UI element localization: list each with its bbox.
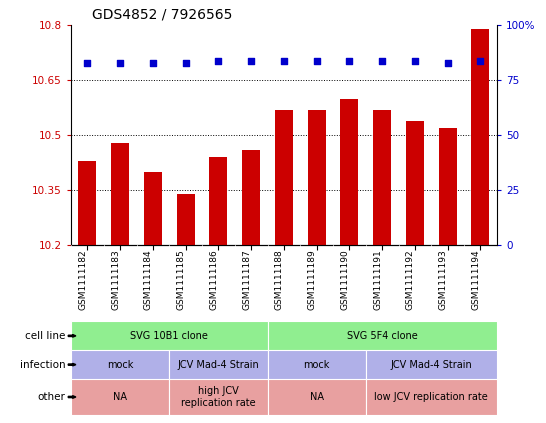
Text: other: other — [38, 392, 66, 402]
Text: GSM1111182: GSM1111182 — [79, 249, 87, 310]
Text: mock: mock — [107, 360, 133, 370]
Text: GDS4852 / 7926565: GDS4852 / 7926565 — [92, 8, 233, 22]
Text: JCV Mad-4 Strain: JCV Mad-4 Strain — [390, 360, 472, 370]
Bar — [366, 379, 497, 415]
Point — [280, 57, 288, 64]
Text: GSM1111185: GSM1111185 — [177, 249, 186, 310]
Bar — [71, 350, 169, 379]
Bar — [79, 161, 96, 245]
Text: low JCV replication rate: low JCV replication rate — [375, 392, 488, 402]
Point — [345, 57, 354, 64]
Bar — [177, 194, 194, 245]
Text: GSM1111192: GSM1111192 — [406, 249, 415, 310]
Text: JCV Mad-4 Strain: JCV Mad-4 Strain — [177, 360, 259, 370]
Bar — [144, 172, 162, 245]
Bar — [71, 321, 268, 350]
Bar — [268, 321, 497, 350]
Bar — [169, 350, 268, 379]
Bar — [341, 99, 358, 245]
Text: GSM1111190: GSM1111190 — [341, 249, 349, 310]
Text: SVG 5F4 clone: SVG 5F4 clone — [347, 331, 418, 341]
Text: high JCV
replication rate: high JCV replication rate — [181, 386, 256, 408]
Point — [116, 59, 124, 66]
Bar — [71, 379, 169, 415]
Bar — [111, 143, 129, 245]
Point — [411, 57, 419, 64]
Text: GSM1111191: GSM1111191 — [373, 249, 382, 310]
Text: GSM1111194: GSM1111194 — [472, 249, 480, 310]
Point — [443, 59, 452, 66]
Bar — [242, 150, 260, 245]
Point — [181, 59, 190, 66]
Bar — [210, 157, 227, 245]
Point — [247, 57, 256, 64]
Text: cell line: cell line — [25, 331, 66, 341]
Bar — [275, 110, 293, 245]
Text: GSM1111189: GSM1111189 — [308, 249, 317, 310]
Text: infection: infection — [20, 360, 66, 370]
Point — [476, 57, 485, 64]
Text: GSM1111187: GSM1111187 — [242, 249, 251, 310]
Text: GSM1111186: GSM1111186 — [210, 249, 218, 310]
Text: GSM1111188: GSM1111188 — [275, 249, 284, 310]
Bar — [438, 128, 456, 245]
Bar — [268, 350, 366, 379]
Point — [214, 57, 223, 64]
Text: NA: NA — [113, 392, 127, 402]
Bar — [472, 29, 490, 245]
Point — [83, 59, 92, 66]
Text: GSM1111183: GSM1111183 — [111, 249, 120, 310]
Text: NA: NA — [310, 392, 324, 402]
Text: GSM1111184: GSM1111184 — [144, 249, 153, 310]
Text: mock: mock — [304, 360, 330, 370]
Point — [378, 57, 387, 64]
Bar — [373, 110, 391, 245]
Point — [149, 59, 157, 66]
Bar — [406, 121, 424, 245]
Bar — [169, 379, 268, 415]
Text: SVG 10B1 clone: SVG 10B1 clone — [130, 331, 208, 341]
Bar — [366, 350, 497, 379]
Bar — [268, 379, 366, 415]
Text: GSM1111193: GSM1111193 — [439, 249, 448, 310]
Point — [312, 57, 321, 64]
Bar — [308, 110, 325, 245]
